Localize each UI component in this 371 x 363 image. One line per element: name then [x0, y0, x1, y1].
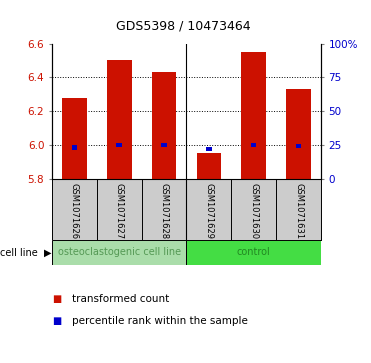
- Bar: [187, 240, 321, 265]
- Text: cell line  ▶: cell line ▶: [0, 247, 51, 257]
- Bar: [72, 145, 77, 150]
- Text: control: control: [237, 247, 270, 257]
- Bar: [286, 89, 311, 179]
- Bar: [242, 52, 266, 179]
- Text: ■: ■: [52, 294, 61, 305]
- Bar: [107, 60, 131, 179]
- Text: GSM1071629: GSM1071629: [204, 183, 213, 240]
- Text: percentile rank within the sample: percentile rank within the sample: [72, 316, 248, 326]
- Bar: [296, 144, 301, 148]
- Bar: [161, 143, 167, 147]
- Text: GSM1071631: GSM1071631: [294, 183, 303, 240]
- Text: transformed count: transformed count: [72, 294, 170, 305]
- Bar: [206, 147, 211, 151]
- Bar: [52, 240, 187, 265]
- Text: GSM1071630: GSM1071630: [249, 183, 258, 240]
- Bar: [251, 143, 256, 147]
- Bar: [152, 72, 176, 179]
- Text: GSM1071628: GSM1071628: [160, 183, 168, 240]
- Text: GDS5398 / 10473464: GDS5398 / 10473464: [116, 20, 251, 33]
- Bar: [197, 153, 221, 179]
- Bar: [116, 143, 122, 147]
- Text: GSM1071626: GSM1071626: [70, 183, 79, 240]
- Text: GSM1071627: GSM1071627: [115, 183, 124, 240]
- Text: osteoclastogenic cell line: osteoclastogenic cell line: [58, 247, 181, 257]
- Bar: [62, 98, 87, 179]
- Text: ■: ■: [52, 316, 61, 326]
